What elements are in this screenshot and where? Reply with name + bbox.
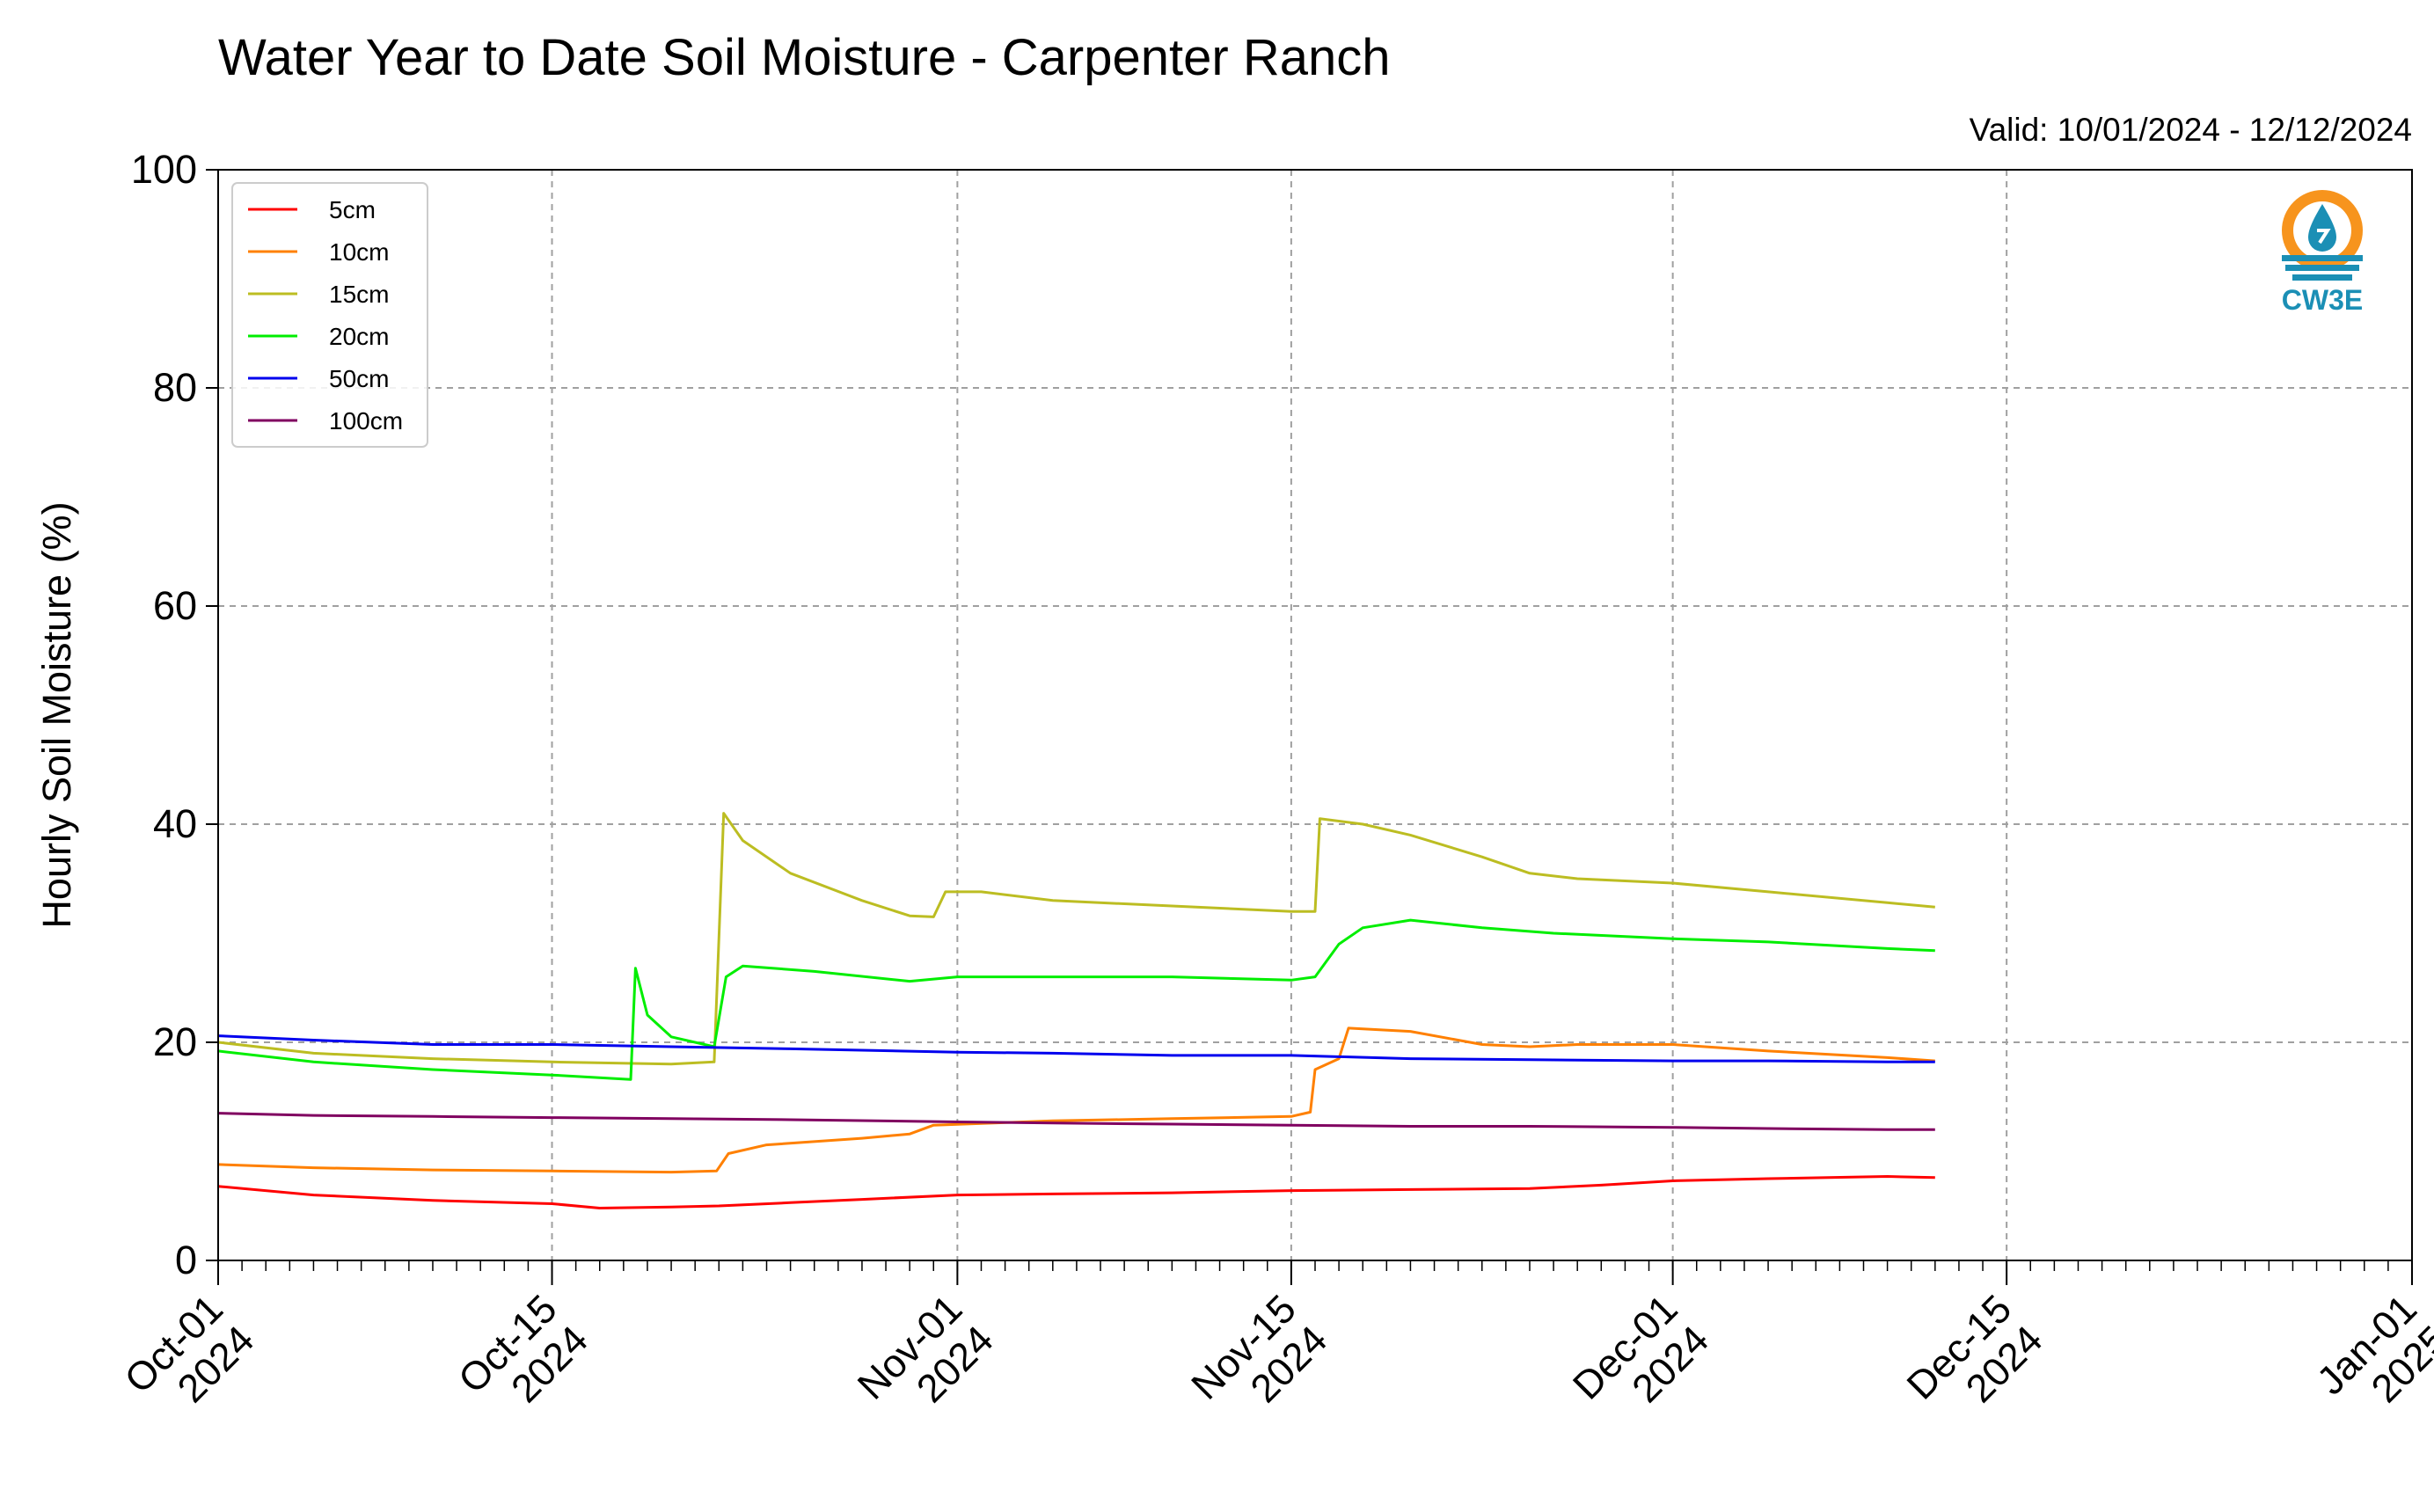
series-line-5cm: [217, 1175, 1935, 1209]
logo-text: CW3E: [2282, 284, 2363, 316]
y-tick-label: 0: [175, 1238, 197, 1282]
y-tick-label: 20: [153, 1019, 197, 1064]
legend-label-5cm: 5cm: [329, 196, 376, 223]
plot-frame: [217, 169, 2413, 1261]
water-drop-icon: [2308, 204, 2336, 252]
y-axis-label: Hourly Soil Moisture (%): [34, 501, 79, 928]
legend-label-100cm: 100cm: [329, 407, 403, 435]
grid: [218, 170, 2412, 1260]
legend-label-20cm: 20cm: [329, 323, 389, 350]
x-tick-label: Jan-012025: [2308, 1286, 2434, 1435]
x-tick-label: Nov-152024: [1182, 1286, 1335, 1439]
series-lines: [217, 812, 1935, 1209]
legend-label-10cm: 10cm: [329, 238, 389, 266]
y-tick-label: 100: [131, 147, 197, 192]
legend-label-50cm: 50cm: [329, 365, 389, 392]
x-tick-label: Dec-152024: [1898, 1286, 2051, 1439]
x-tick-label: Nov-012024: [849, 1286, 1002, 1439]
x-tick-label: Oct-152024: [450, 1286, 596, 1433]
y-tick-label: 60: [153, 583, 197, 628]
series-line-15cm: [217, 812, 1935, 1066]
y-tick-label: 80: [153, 365, 197, 410]
chart-subtitle: Valid: 10/01/2024 - 12/12/2024: [1970, 112, 2412, 148]
legend: 5cm 10cm 15cm 20cm 50cm 100cm: [231, 182, 428, 448]
axes: 0 20 40 60 80 100 Oct-012024 Oct-152024 Nov-0120…: [116, 147, 2434, 1439]
series-line-20cm: [217, 918, 1935, 1081]
chart-title: Water Year to Date Soil Moisture - Carpe…: [218, 29, 1390, 86]
y-tick-label: 40: [153, 801, 197, 846]
series-line-100cm: [217, 1112, 1935, 1131]
x-tick-label: Oct-012024: [116, 1286, 263, 1433]
series-line-50cm: [217, 1034, 1935, 1063]
series-line-10cm: [217, 1026, 1935, 1174]
x-tick-label: Dec-012024: [1564, 1286, 1717, 1439]
legend-label-15cm: 15cm: [329, 281, 389, 308]
cw3e-logo: CW3E: [2282, 190, 2363, 316]
legend-box: [231, 182, 428, 448]
